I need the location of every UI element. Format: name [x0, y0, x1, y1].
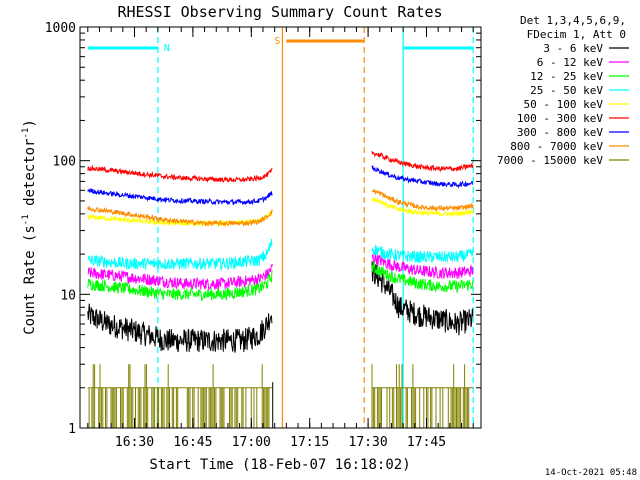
x-axis-label: Start Time (18-Feb-07 16:18:02)	[149, 457, 410, 473]
legend-label: 7000 - 15000 keV	[497, 154, 603, 167]
series-line-25-50-kev	[87, 238, 474, 271]
x-tick-label: 17:15	[290, 435, 329, 450]
legend-label: 12 - 25 keV	[530, 70, 603, 83]
series-line-6-12-kev	[87, 253, 474, 292]
flag-label-n: N	[164, 43, 170, 54]
x-tick-label: 17:30	[349, 435, 388, 450]
flag-label-s: S	[274, 36, 280, 47]
series-line-7000-15000-kev	[87, 364, 474, 428]
legend-header-line: FDecim 1, Att 0	[527, 28, 626, 41]
timestamp-label: 14-Oct-2021 05:48	[545, 468, 637, 478]
y-axis-label-sup2: -1	[21, 128, 31, 139]
series-line-800-7000-kev	[87, 188, 474, 228]
x-tick-label: 17:45	[407, 435, 446, 450]
legend-label: 800 - 7000 keV	[510, 140, 603, 153]
legend-header-line: Det 1,3,4,5,6,9,	[520, 14, 626, 27]
legend-label: 50 - 100 keV	[524, 98, 604, 111]
y-axis-label-mid: detector	[22, 139, 38, 215]
y-axis-label-end: )	[22, 119, 38, 127]
series-line-300-800-kev	[87, 164, 474, 206]
legend-label: 6 - 12 keV	[537, 56, 604, 69]
y-axis-label: Count Rate (s-1 detector-1)	[21, 119, 38, 335]
series-line-12-25-kev	[87, 260, 474, 302]
y-axis-label-main: Count Rate (s	[22, 225, 38, 335]
legend-label: 25 - 50 keV	[530, 84, 603, 97]
y-axis-label-sup1: -1	[21, 214, 31, 225]
x-tick-label: 16:30	[115, 435, 154, 450]
series-line-100-300-kev	[87, 151, 474, 183]
series-line-50-100-kev	[87, 197, 474, 228]
legend-label: 300 - 800 keV	[517, 126, 603, 139]
y-tick-label: 1	[68, 422, 76, 437]
y-tick-label: 100	[53, 155, 76, 170]
legend-label: 100 - 300 keV	[517, 112, 603, 125]
y-tick-label: 1000	[45, 21, 76, 36]
x-tick-label: 17:00	[232, 435, 271, 450]
legend-label: 3 - 6 keV	[543, 42, 603, 55]
chart-title: RHESSI Observing Summary Count Rates	[117, 3, 442, 21]
y-tick-label: 10	[60, 288, 76, 303]
plot-frame	[79, 26, 482, 429]
x-tick-label: 16:45	[173, 435, 212, 450]
